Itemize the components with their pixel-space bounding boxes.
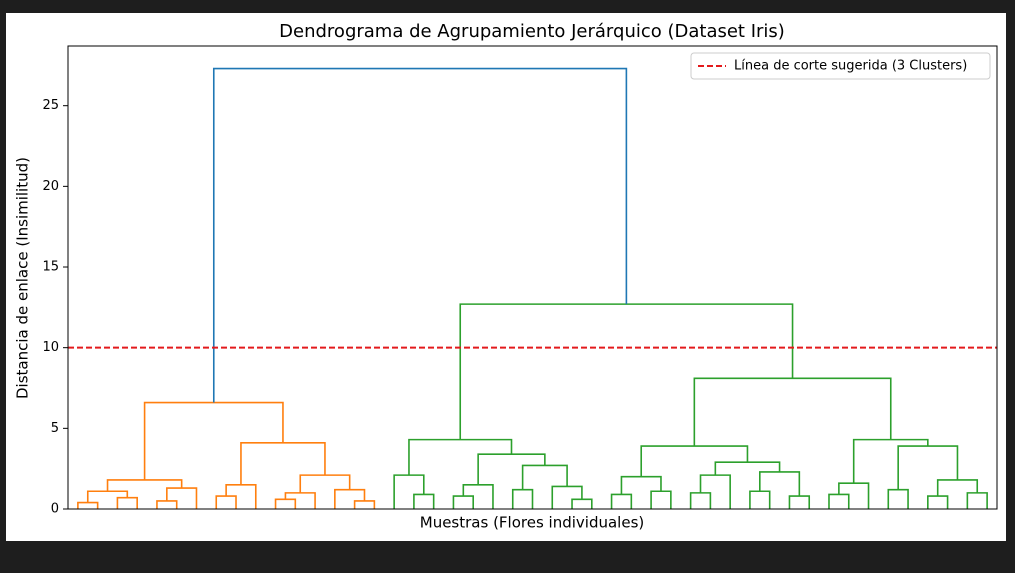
figure (6, 13, 1006, 541)
y-axis-label: Distancia de enlace (Insimilitud) (14, 157, 32, 399)
link (897, 445, 959, 490)
link (936, 479, 979, 497)
link (284, 492, 316, 509)
link (640, 445, 749, 477)
y-tick-label: 10 (42, 340, 59, 355)
link (693, 377, 892, 447)
y-tick-label: 0 (51, 502, 59, 517)
y-tick-label: 25 (42, 98, 59, 113)
chart-title: Dendrograma de Agrupamiento Jerárquico (… (279, 21, 785, 42)
legend-label: Línea de corte sugerida (3 Clusters) (734, 59, 967, 74)
link (299, 474, 351, 493)
link (106, 479, 183, 492)
link (166, 487, 198, 509)
link (393, 474, 425, 509)
legend-box (690, 52, 991, 80)
link (610, 493, 633, 509)
link (156, 500, 178, 509)
link (966, 492, 988, 509)
link (353, 500, 376, 509)
link (212, 67, 628, 403)
x-axis-label: Muestras (Flores individuales) (420, 514, 644, 532)
plot-area: 0 5 10 15 20 25 (42, 67, 997, 517)
legend: Línea de corte sugerida (3 Clusters) (690, 52, 991, 80)
link (828, 493, 850, 509)
link (521, 464, 568, 490)
link (551, 485, 583, 509)
link (852, 438, 929, 484)
link (408, 438, 513, 476)
link (274, 498, 297, 509)
link (477, 453, 546, 485)
link (699, 474, 731, 509)
link (571, 498, 593, 509)
axes-frame (67, 45, 998, 510)
y-tick-label: 20 (42, 179, 59, 194)
y-tick-label: 5 (51, 421, 59, 436)
y-tick-label: 15 (42, 260, 59, 275)
link (413, 493, 435, 509)
link (689, 492, 712, 509)
